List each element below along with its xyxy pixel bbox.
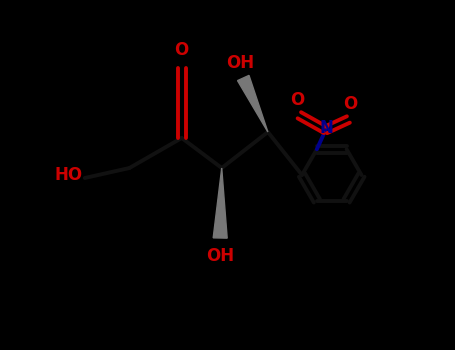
Text: O: O xyxy=(343,95,357,113)
Polygon shape xyxy=(238,75,268,132)
Text: O: O xyxy=(290,91,305,109)
Text: HO: HO xyxy=(55,166,83,183)
Polygon shape xyxy=(213,168,227,238)
Text: OH: OH xyxy=(206,247,234,265)
Text: O: O xyxy=(175,41,189,59)
Text: N: N xyxy=(320,119,334,137)
Text: OH: OH xyxy=(226,54,254,72)
